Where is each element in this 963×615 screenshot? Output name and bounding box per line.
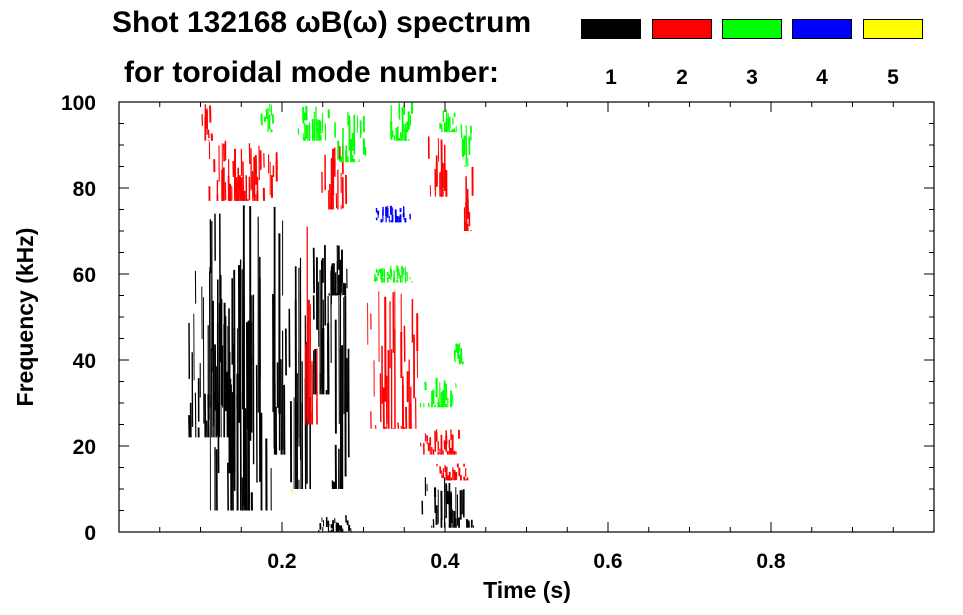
legend-label-mode-2: 2: [676, 66, 688, 89]
spectrum-data: [188, 102, 475, 533]
x-tick-label: 0.8: [756, 550, 786, 573]
x-tick-label: 0.2: [267, 550, 296, 573]
legend-swatch-mode-5: [863, 19, 923, 39]
y-tick-label: 100: [61, 92, 96, 115]
legend-swatch-mode-2: [652, 19, 712, 39]
series-mode-5: [291, 488, 295, 494]
series-mode-4: [375, 205, 411, 223]
legend-label-mode-5: 5: [887, 66, 899, 89]
legend-swatch-mode-4: [792, 19, 852, 39]
legend-label-mode-3: 3: [746, 66, 758, 89]
legend-label-mode-4: 4: [816, 66, 828, 89]
legend-swatch-mode-1: [581, 19, 641, 39]
x-tick-label: 0.4: [430, 550, 460, 573]
series-mode-2: [201, 104, 474, 481]
series-mode-1: [188, 205, 475, 533]
chart-title-line-2: for toroidal mode number:: [124, 56, 499, 89]
y-tick-label: 0: [84, 522, 96, 545]
y-tick-label: 40: [73, 350, 96, 373]
y-tick-label: 80: [73, 178, 96, 201]
series-mode-3: [260, 102, 472, 408]
y-tick-label: 20: [73, 436, 96, 459]
y-axis-label: Frequency (kHz): [12, 228, 38, 407]
legend-label-mode-1: 1: [605, 66, 617, 89]
y-tick-label: 60: [73, 264, 96, 287]
x-tick-label: 0.6: [593, 550, 622, 573]
x-axis-label: Time (s): [483, 577, 571, 603]
legend-swatch-mode-3: [722, 19, 782, 39]
chart-title-line-1: Shot 132168 ωB(ω) spectrum: [112, 6, 532, 39]
